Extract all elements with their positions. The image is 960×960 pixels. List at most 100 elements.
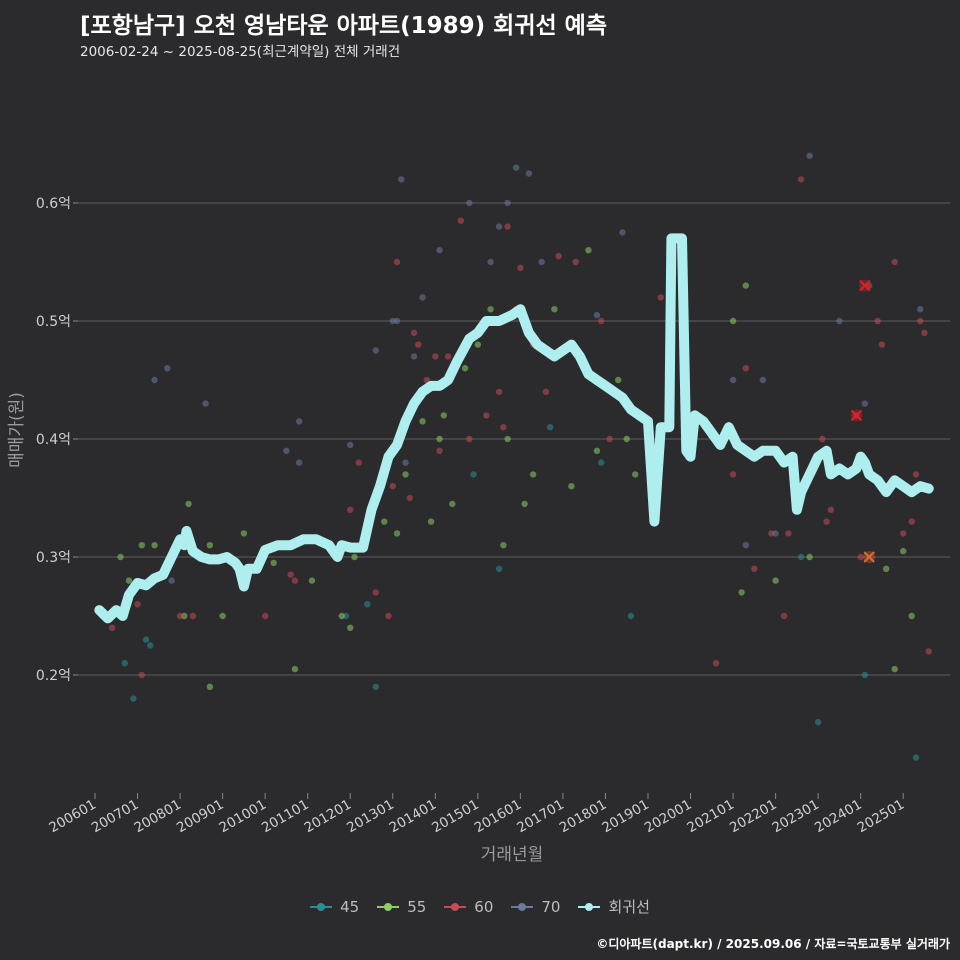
regression-line [94, 233, 934, 624]
legend-key-icon [377, 902, 400, 912]
point-60 [355, 459, 362, 466]
x-tick-label: 202201 [727, 797, 780, 837]
x-tick-label: 200601 [46, 797, 99, 837]
point-45 [627, 612, 635, 620]
point-70 [402, 459, 409, 466]
x-tick-label: 200801 [131, 797, 184, 837]
legend-label: 55 [407, 897, 427, 916]
legend-label: 회귀선 [608, 898, 650, 916]
point-70 [283, 447, 290, 454]
x-tick-label: 201101 [259, 797, 312, 837]
point-60 [606, 435, 613, 443]
point-55 [461, 365, 469, 372]
point-70 [466, 199, 473, 207]
point-70 [861, 400, 869, 407]
legend-key-icon [444, 902, 467, 912]
x-axis-label: 거래년월 [481, 845, 544, 865]
point-60 [138, 671, 146, 679]
x-tick-label: 202101 [684, 797, 737, 837]
point-55 [125, 577, 133, 584]
point-45 [121, 660, 128, 667]
point-60 [598, 317, 605, 325]
point-70 [593, 311, 601, 319]
point-60 [291, 577, 299, 584]
x-tick-label: 201801 [557, 797, 610, 837]
point-60 [261, 612, 269, 620]
point-45 [364, 601, 371, 608]
point-60 [444, 353, 452, 360]
point-55 [185, 500, 192, 508]
point-60 [925, 648, 932, 655]
point-70 [772, 530, 779, 537]
point-60 [483, 412, 490, 419]
point-45 [372, 683, 379, 690]
point-60 [466, 435, 473, 443]
point-70 [295, 459, 303, 466]
point-55 [151, 542, 158, 549]
point-60 [385, 612, 392, 620]
point-55 [738, 589, 745, 596]
point-55 [347, 624, 354, 631]
y-axis: 0.2억 0.3억 0.4억 0.5억 0.6억 [36, 196, 78, 684]
point-55 [206, 683, 214, 690]
point-55 [206, 542, 214, 549]
point-60 [189, 612, 197, 620]
point-55 [742, 282, 750, 289]
point-55 [529, 471, 537, 478]
point-70 [495, 223, 503, 230]
point-60 [823, 518, 830, 525]
point-55 [908, 612, 915, 620]
point-60 [347, 506, 354, 513]
y-axis-label: 매매가(원) [7, 392, 27, 468]
y-tick-label: 0.4억 [36, 432, 71, 448]
point-55 [240, 530, 248, 537]
point-55 [487, 306, 494, 313]
point-70 [504, 199, 511, 207]
point-55 [474, 341, 482, 348]
point-70 [917, 306, 924, 313]
point-60 [432, 353, 439, 360]
point-70 [759, 376, 767, 384]
point-55 [623, 435, 630, 443]
point-70 [347, 441, 354, 449]
x-tick-label: 200701 [89, 797, 142, 837]
point-60 [406, 494, 413, 502]
point-60 [415, 341, 422, 348]
point-55 [500, 542, 507, 549]
highlight-point-marker [850, 409, 863, 422]
point-70 [806, 152, 813, 159]
point-70 [436, 247, 443, 254]
point-60 [495, 388, 503, 395]
point-60 [785, 530, 792, 537]
x-tick-label: 201701 [514, 797, 567, 837]
point-70 [398, 176, 405, 183]
legend-item-5: 회귀선 [578, 896, 650, 917]
point-45 [861, 671, 869, 679]
x-tick-label: 202501 [855, 797, 908, 837]
point-55 [891, 665, 898, 673]
legend: 45 55 60 70 회귀선 [0, 896, 960, 917]
point-60 [827, 506, 835, 513]
point-70 [295, 418, 303, 425]
regression-line-group [94, 233, 934, 624]
point-60 [389, 483, 396, 490]
point-55 [729, 317, 737, 325]
legend-label: 60 [474, 897, 494, 916]
x-tick-label: 201901 [599, 797, 652, 837]
x-tick-label: 201001 [217, 797, 270, 837]
point-55 [436, 435, 443, 443]
point-70 [742, 542, 750, 549]
point-55 [440, 412, 448, 419]
point-60 [751, 565, 758, 572]
point-60 [657, 294, 664, 301]
y-tick-label: 0.6억 [36, 196, 71, 212]
chart-subtitle: 2006-02-24 ~ 2025-08-25(최근계약일) 전체 거래건 [80, 44, 401, 60]
legend-key-icon [310, 902, 333, 912]
point-60 [542, 388, 550, 395]
y-tick-label: 0.5억 [36, 314, 71, 330]
point-45 [598, 459, 605, 466]
point-70 [393, 317, 401, 325]
point-60 [917, 317, 924, 325]
point-60 [555, 252, 562, 260]
